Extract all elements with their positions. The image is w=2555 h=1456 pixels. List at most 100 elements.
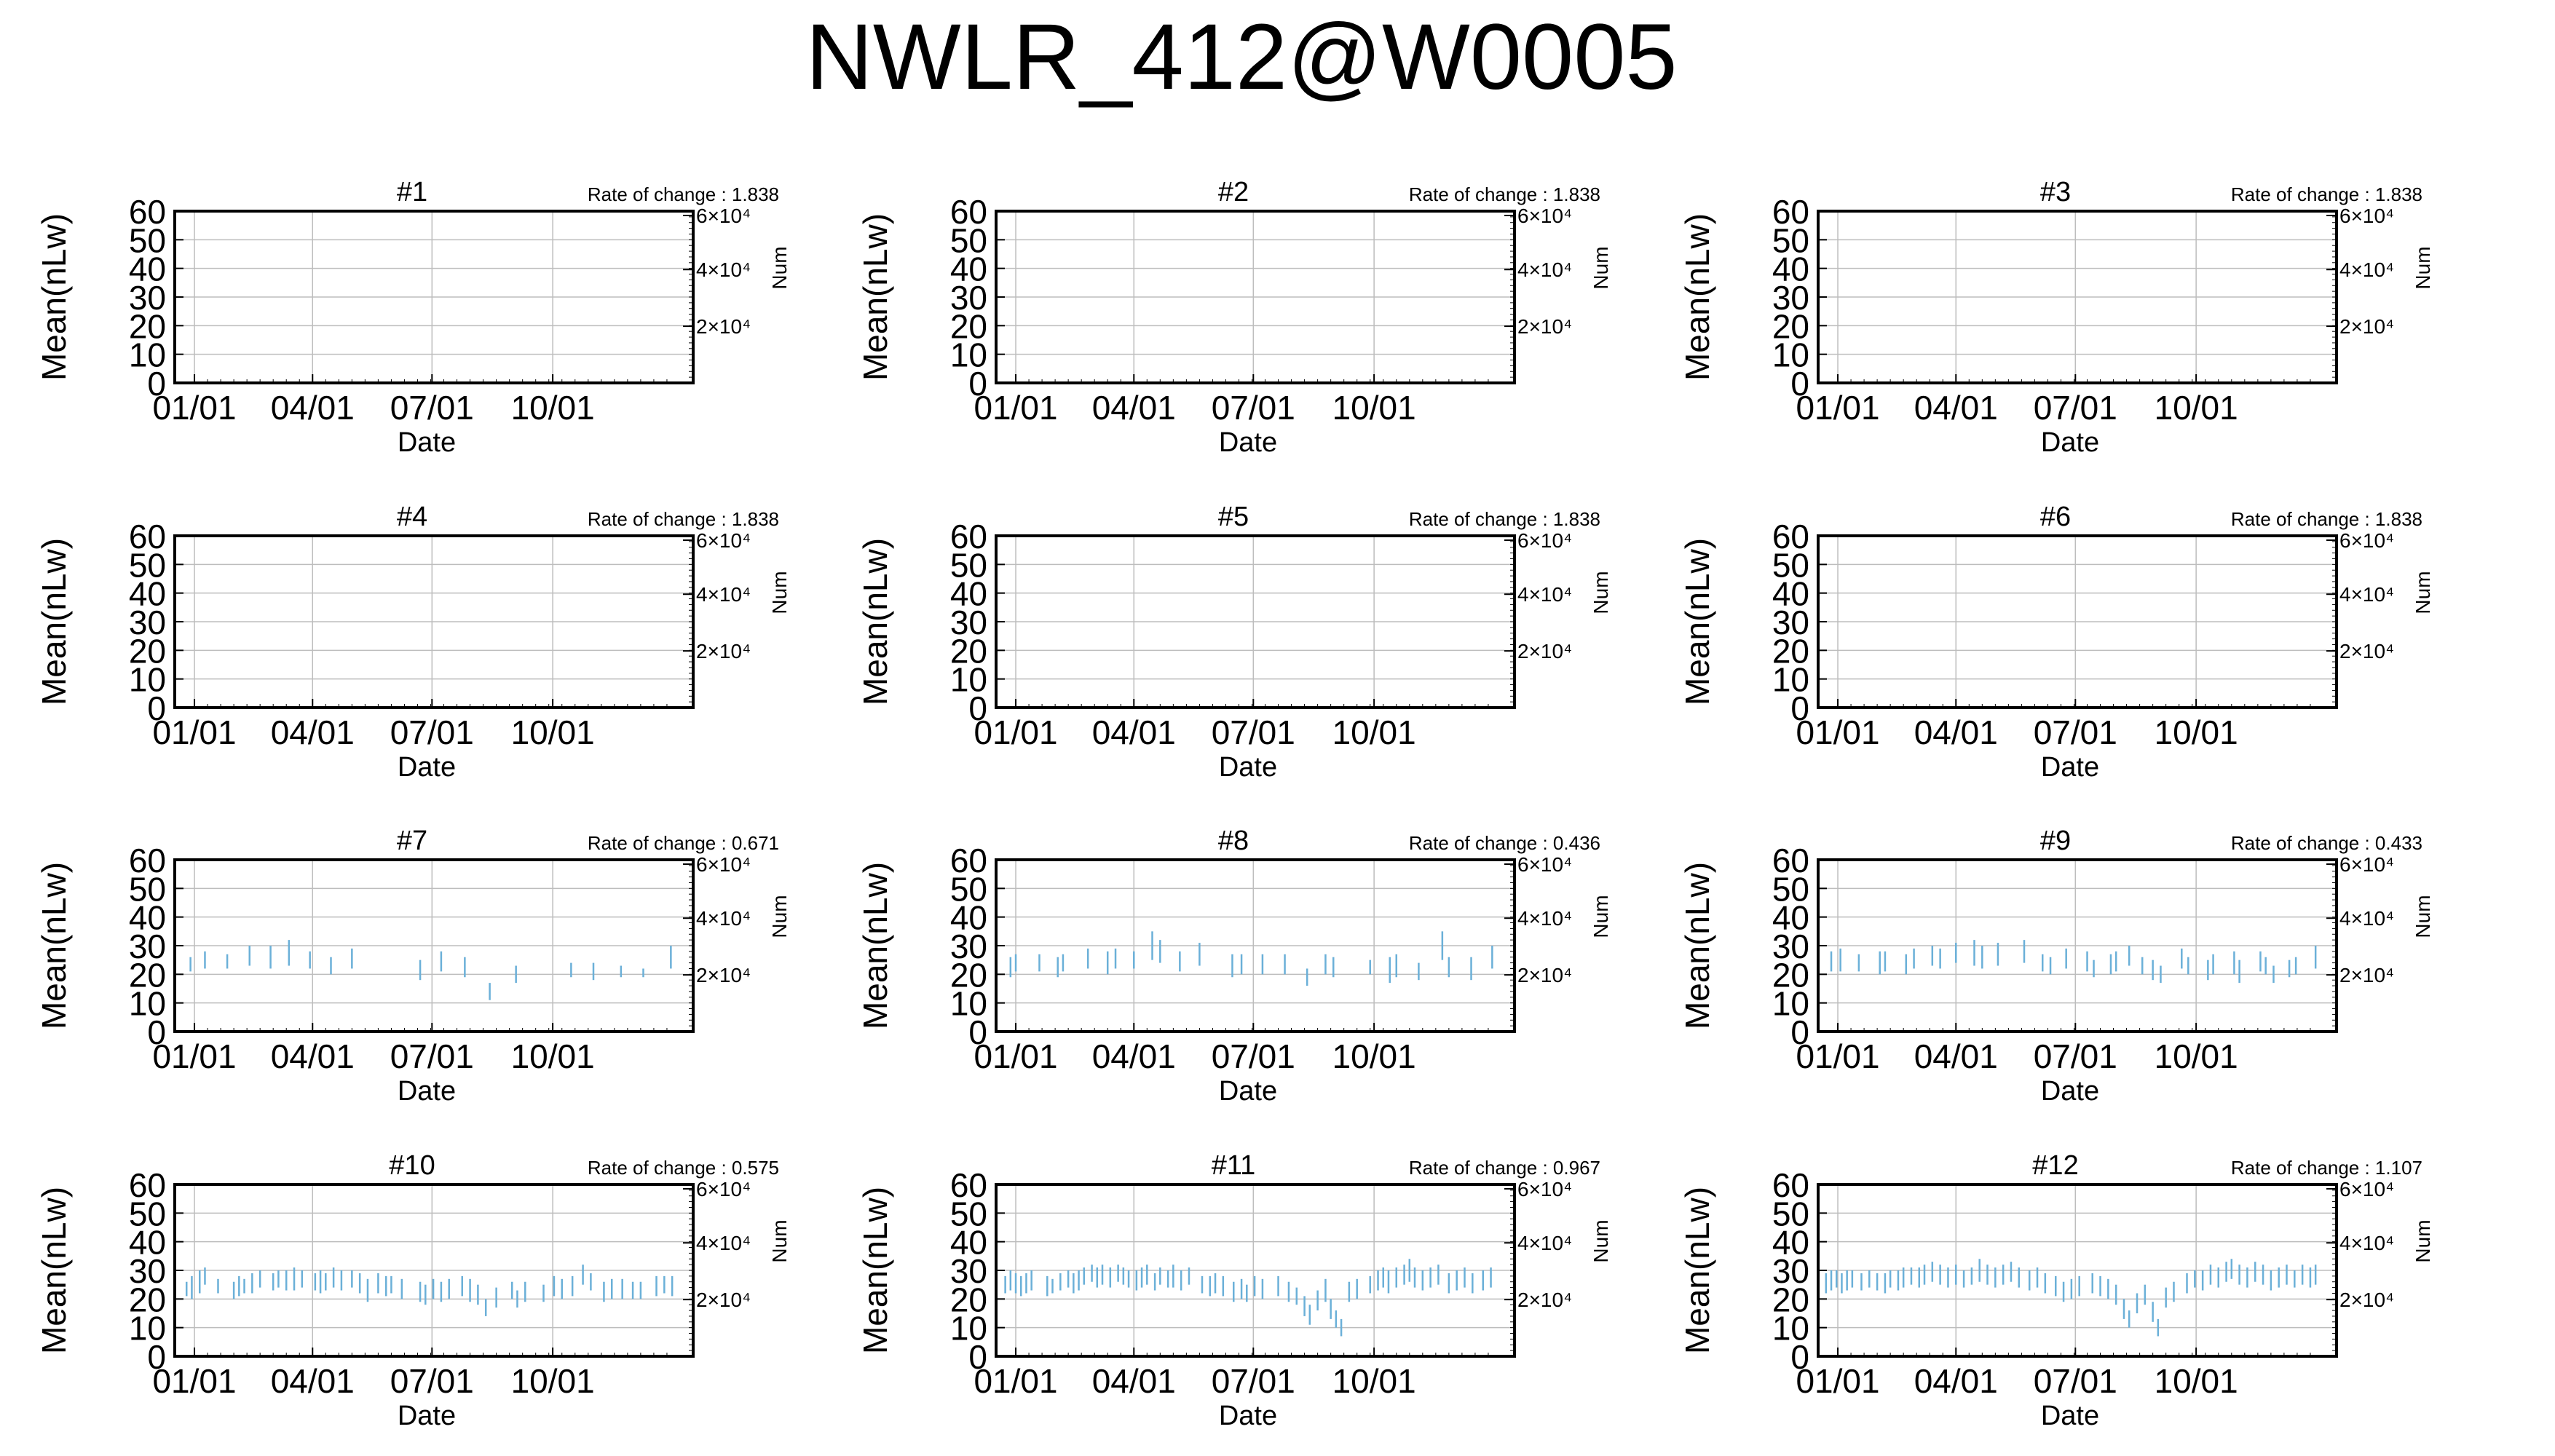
y-tick-label: 50	[1772, 870, 1809, 908]
y-tick-label: 0	[1790, 365, 1809, 403]
y-tick-label: 60	[1772, 518, 1809, 555]
x-tick-label: 04/01	[1092, 1362, 1176, 1400]
y-tick-label: 60	[1772, 193, 1809, 231]
x-axis-label: Date	[398, 752, 456, 783]
y-tick-label: 50	[1772, 221, 1809, 259]
panel-title: #8	[1218, 826, 1249, 856]
x-tick-label: 04/01	[1914, 1362, 1998, 1400]
y2-tick-label: 2×10⁴	[1517, 315, 1572, 338]
y-tick-label: 30	[1772, 604, 1809, 641]
x-axis-label: Date	[398, 1076, 456, 1107]
x-tick-label: 07/01	[2034, 1037, 2117, 1075]
x-tick-label: 07/01	[1212, 713, 1295, 751]
panel-title: #11	[1212, 1150, 1256, 1181]
y-tick-label: 0	[147, 1338, 166, 1376]
y-tick-label: 30	[1772, 1252, 1809, 1290]
panel-title: #12	[2032, 1150, 2078, 1181]
panel-title: #7	[397, 826, 427, 856]
y2-tick-label: 2×10⁴	[696, 640, 751, 662]
y-tick-label: 40	[950, 899, 987, 937]
rate-of-change-label: Rate of change : 1.838	[2231, 508, 2422, 530]
rate-of-change-label: Rate of change : 1.838	[1409, 508, 1600, 530]
y2-tick-label: 2×10⁴	[696, 964, 751, 986]
y-tick-label: 10	[1772, 661, 1809, 699]
y2-tick-label: 4×10⁴	[696, 258, 751, 281]
y2-axis-label: Num	[768, 1219, 791, 1262]
y-tick-label: 20	[129, 1281, 166, 1318]
x-axis-label: Date	[1219, 1401, 1277, 1431]
x-tick-label: 10/01	[2155, 713, 2238, 751]
y-axis-label: Mean(nLw)	[35, 862, 73, 1029]
rate-of-change-label: Rate of change : 1.838	[588, 508, 779, 530]
y-tick-label: 0	[968, 1338, 987, 1376]
y2-tick-label: 6×10⁴	[696, 529, 751, 552]
y2-tick-label: 6×10⁴	[1517, 1178, 1572, 1200]
y2-tick-label: 4×10⁴	[1517, 907, 1572, 930]
y-tick-label: 0	[147, 1013, 166, 1051]
y-tick-label: 30	[950, 1252, 987, 1290]
y2-tick-label: 2×10⁴	[1517, 964, 1572, 986]
y-tick-label: 20	[1772, 307, 1809, 345]
x-axis-label: Date	[1219, 752, 1277, 783]
y-tick-label: 10	[950, 661, 987, 699]
y-tick-label: 60	[950, 518, 987, 555]
y2-tick-label: 6×10⁴	[696, 853, 751, 876]
y-tick-label: 30	[129, 279, 166, 317]
y2-tick-label: 4×10⁴	[2339, 907, 2394, 930]
y2-tick-label: 6×10⁴	[2339, 529, 2394, 552]
y-tick-label: 50	[129, 1195, 166, 1233]
y-tick-label: 30	[129, 604, 166, 641]
x-tick-label: 04/01	[1092, 389, 1176, 427]
y-tick-label: 50	[129, 870, 166, 908]
x-tick-label: 04/01	[1914, 389, 1998, 427]
y-tick-label: 0	[1790, 689, 1809, 727]
x-axis-label: Date	[398, 1401, 456, 1431]
y-tick-label: 40	[129, 1224, 166, 1262]
y-tick-label: 20	[950, 307, 987, 345]
x-tick-label: 04/01	[1914, 713, 1998, 751]
y-tick-label: 20	[950, 632, 987, 670]
y2-tick-label: 6×10⁴	[2339, 853, 2394, 876]
y2-axis-label: Num	[2412, 895, 2434, 938]
x-tick-label: 04/01	[271, 389, 355, 427]
panel-title: #6	[2040, 502, 2071, 532]
y-tick-label: 20	[950, 956, 987, 994]
x-tick-label: 07/01	[2034, 1362, 2117, 1400]
y2-tick-label: 2×10⁴	[2339, 640, 2394, 662]
x-tick-label: 07/01	[390, 1037, 474, 1075]
y-axis-label: Mean(nLw)	[1678, 538, 1716, 705]
y2-axis-label: Num	[1590, 895, 1612, 938]
x-axis-label: Date	[1219, 1076, 1277, 1107]
rate-of-change-label: Rate of change : 1.838	[588, 183, 779, 205]
y-tick-label: 10	[950, 985, 987, 1023]
y-tick-label: 50	[950, 1195, 987, 1233]
y-tick-label: 40	[1772, 575, 1809, 613]
figure-title: NWLR_412@W0005	[805, 5, 1677, 109]
y2-axis-label: Num	[768, 895, 791, 938]
y-tick-label: 30	[129, 1252, 166, 1290]
y-tick-label: 40	[1772, 1224, 1809, 1262]
y-tick-label: 60	[950, 193, 987, 231]
rate-of-change-label: Rate of change : 1.838	[1409, 183, 1600, 205]
x-tick-label: 01/01	[1796, 389, 1879, 427]
y-tick-label: 30	[950, 927, 987, 965]
x-tick-label: 07/01	[1212, 1362, 1295, 1400]
y-tick-label: 20	[129, 956, 166, 994]
x-tick-label: 07/01	[1212, 389, 1295, 427]
y-tick-label: 10	[950, 1310, 987, 1348]
y-tick-label: 40	[1772, 250, 1809, 288]
y-tick-label: 40	[950, 575, 987, 613]
y-axis-label: Mean(nLw)	[1678, 213, 1716, 381]
y2-tick-label: 6×10⁴	[1517, 205, 1572, 227]
x-tick-label: 10/01	[511, 389, 595, 427]
x-tick-label: 01/01	[974, 1362, 1057, 1400]
y-tick-label: 60	[950, 842, 987, 879]
y2-tick-label: 2×10⁴	[2339, 315, 2394, 338]
